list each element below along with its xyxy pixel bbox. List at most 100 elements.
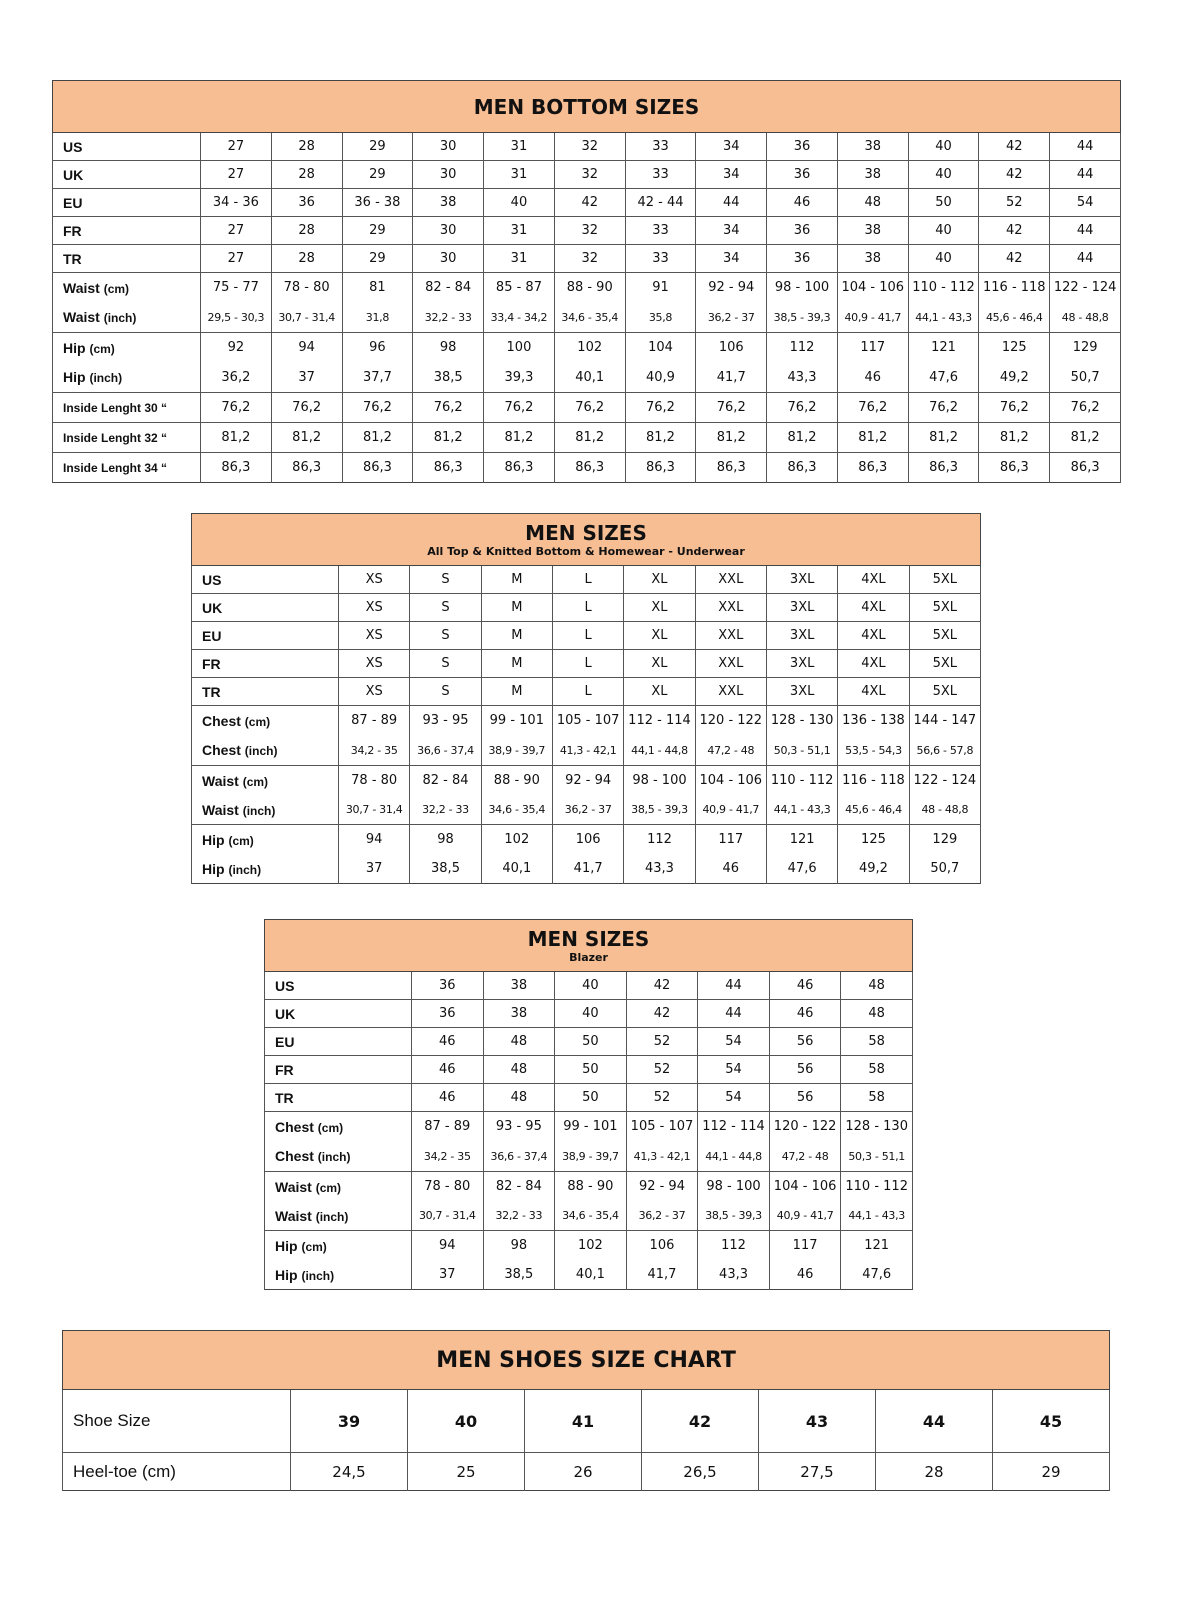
table-title: MEN BOTTOM SIZES bbox=[473, 94, 700, 119]
size-cell: 46 bbox=[411, 1083, 484, 1112]
size-cell: 76,2 bbox=[341, 392, 414, 423]
row-label-text: Inside Lenght 32 “ bbox=[63, 430, 168, 445]
size-cell: 46 bbox=[836, 362, 909, 393]
size-cell: 85 - 87 bbox=[483, 272, 555, 303]
size-cell: 38,5 bbox=[412, 362, 485, 393]
size-cell: 41,3 - 42,1 bbox=[551, 735, 625, 766]
size-cell: 41,3 - 42,1 bbox=[625, 1141, 699, 1172]
size-cell: 86,3 bbox=[978, 452, 1051, 483]
row-label: UK bbox=[264, 999, 412, 1028]
size-cell: 34 bbox=[695, 244, 768, 273]
size-cell: 42 bbox=[978, 132, 1051, 161]
men-shoes-size-table: MEN SHOES SIZE CHART Shoe Size 39 40 41 42 43 4… bbox=[62, 1330, 1111, 1491]
row-label: Waist (inch) bbox=[191, 795, 339, 825]
size-cell: 27 bbox=[200, 132, 272, 161]
row-unit: (inch) bbox=[301, 1268, 335, 1283]
size-cell: 99 - 101 bbox=[480, 705, 553, 736]
row-label-text: UK bbox=[202, 599, 223, 616]
size-cell: 81,2 bbox=[553, 422, 626, 453]
size-cell: 38 bbox=[836, 160, 909, 189]
row-label-text: EU bbox=[63, 194, 83, 211]
size-cell: 31 bbox=[483, 216, 555, 245]
row-unit: (inch) bbox=[228, 862, 262, 877]
size-cell: 52 bbox=[625, 1055, 699, 1084]
size-cell: 86,3 bbox=[766, 452, 838, 483]
size-cell: 42 bbox=[978, 244, 1051, 273]
size-cell: 38,5 bbox=[409, 854, 482, 884]
size-cell: 54 bbox=[1049, 188, 1122, 217]
table-header: MEN BOTTOM SIZES bbox=[52, 80, 1121, 133]
size-cell: 58 bbox=[840, 1055, 913, 1084]
size-cell: M bbox=[480, 593, 553, 622]
size-cell: 48 bbox=[482, 1055, 556, 1084]
size-cell: XS bbox=[337, 677, 411, 706]
size-cell: 40 bbox=[483, 188, 555, 217]
size-cell: 98 bbox=[412, 332, 485, 363]
table-row: EU XS S M L XL XXL 3XL 4XL 5XL bbox=[191, 621, 982, 650]
row-label-text: UK bbox=[63, 166, 84, 183]
row-unit: (inch) bbox=[103, 311, 137, 326]
size-cell: 125 bbox=[837, 824, 910, 855]
size-cell: 104 - 106 bbox=[768, 1171, 842, 1202]
men-bottom-sizes-table: MEN BOTTOM SIZES US 27 28 29 30 31 32 33 34 36 38 40… bbox=[52, 80, 1122, 483]
size-cell: S bbox=[409, 593, 482, 622]
size-cell: 29 bbox=[991, 1452, 1111, 1491]
size-cell: 36,2 - 37 bbox=[625, 1201, 699, 1231]
row-label-text: Waist bbox=[275, 1178, 312, 1195]
row-unit: (inch) bbox=[89, 371, 123, 386]
table-row: Waist (cm) 78 - 80 82 - 84 88 - 90 92 - 94 98… bbox=[264, 1171, 913, 1202]
size-cell: 29,5 - 30,3 bbox=[200, 302, 272, 333]
row-label-text: US bbox=[275, 977, 295, 994]
size-cell: 36 bbox=[766, 160, 838, 189]
size-cell: 3XL bbox=[765, 565, 839, 594]
size-cell: 33 bbox=[624, 132, 697, 161]
table-row: Waist (inch) 30,7 - 31,4 32,2 - 33 34,6 - 3… bbox=[191, 795, 982, 825]
size-cell: 32 bbox=[553, 216, 626, 245]
size-cell: 82 - 84 bbox=[412, 272, 485, 303]
table-row: Inside Lenght 32 “81,2 81,2 81,2 81,2 81,2 81… bbox=[52, 422, 1122, 453]
row-label-text: Chest bbox=[202, 712, 241, 729]
size-cell: 104 - 106 bbox=[836, 272, 909, 303]
size-cell: 32,2 - 33 bbox=[409, 795, 482, 825]
size-cell: 45,6 - 46,4 bbox=[978, 302, 1051, 333]
size-cell: 102 bbox=[554, 1230, 627, 1261]
row-label: Waist (cm) bbox=[264, 1171, 412, 1202]
size-cell: 112 - 114 bbox=[623, 705, 696, 736]
size-cell: 39,3 bbox=[483, 362, 555, 393]
size-cell: 121 bbox=[765, 824, 839, 855]
size-cell: 36,2 - 37 bbox=[695, 302, 768, 333]
size-cell: 37 bbox=[270, 362, 343, 393]
size-cell: 86,3 bbox=[1049, 452, 1122, 483]
size-cell: 112 bbox=[623, 824, 696, 855]
size-cell: 94 bbox=[270, 332, 343, 363]
size-cell: 42 bbox=[641, 1389, 759, 1453]
table-row: TR 27 28 29 30 31 32 33 34 36 38 40 42 44 bbox=[52, 244, 1122, 273]
size-cell: 44 bbox=[875, 1389, 993, 1453]
size-cell: 37 bbox=[411, 1260, 484, 1290]
size-cell: L bbox=[551, 649, 625, 678]
size-cell: 32 bbox=[553, 132, 626, 161]
size-cell: 34,6 - 35,4 bbox=[553, 302, 626, 333]
row-label-text: Chest bbox=[275, 1148, 314, 1165]
size-cell: 46 bbox=[768, 1260, 842, 1290]
size-cell: 136 - 138 bbox=[837, 705, 910, 736]
size-cell: 86,3 bbox=[553, 452, 626, 483]
size-cell: 88 - 90 bbox=[554, 1171, 627, 1202]
row-label: Hip (inch) bbox=[52, 362, 201, 393]
size-cell: 36 bbox=[766, 244, 838, 273]
row-label: Waist (cm) bbox=[52, 272, 201, 303]
row-unit: (cm) bbox=[242, 774, 269, 789]
row-label-text: Chest bbox=[275, 1118, 314, 1135]
size-cell: 58 bbox=[840, 1027, 913, 1056]
size-cell: 5XL bbox=[908, 621, 982, 650]
size-cell: M bbox=[480, 677, 553, 706]
size-cell: 40 bbox=[907, 160, 980, 189]
row-label-text: Hip bbox=[63, 339, 86, 356]
size-cell: 110 - 112 bbox=[765, 765, 839, 796]
row-label-text: EU bbox=[202, 627, 222, 644]
size-cell: 44 bbox=[695, 188, 768, 217]
row-label-text: TR bbox=[202, 683, 221, 700]
row-label: Hip (cm) bbox=[191, 824, 339, 855]
size-cell: 33 bbox=[624, 160, 697, 189]
row-unit: (inch) bbox=[315, 1209, 349, 1224]
